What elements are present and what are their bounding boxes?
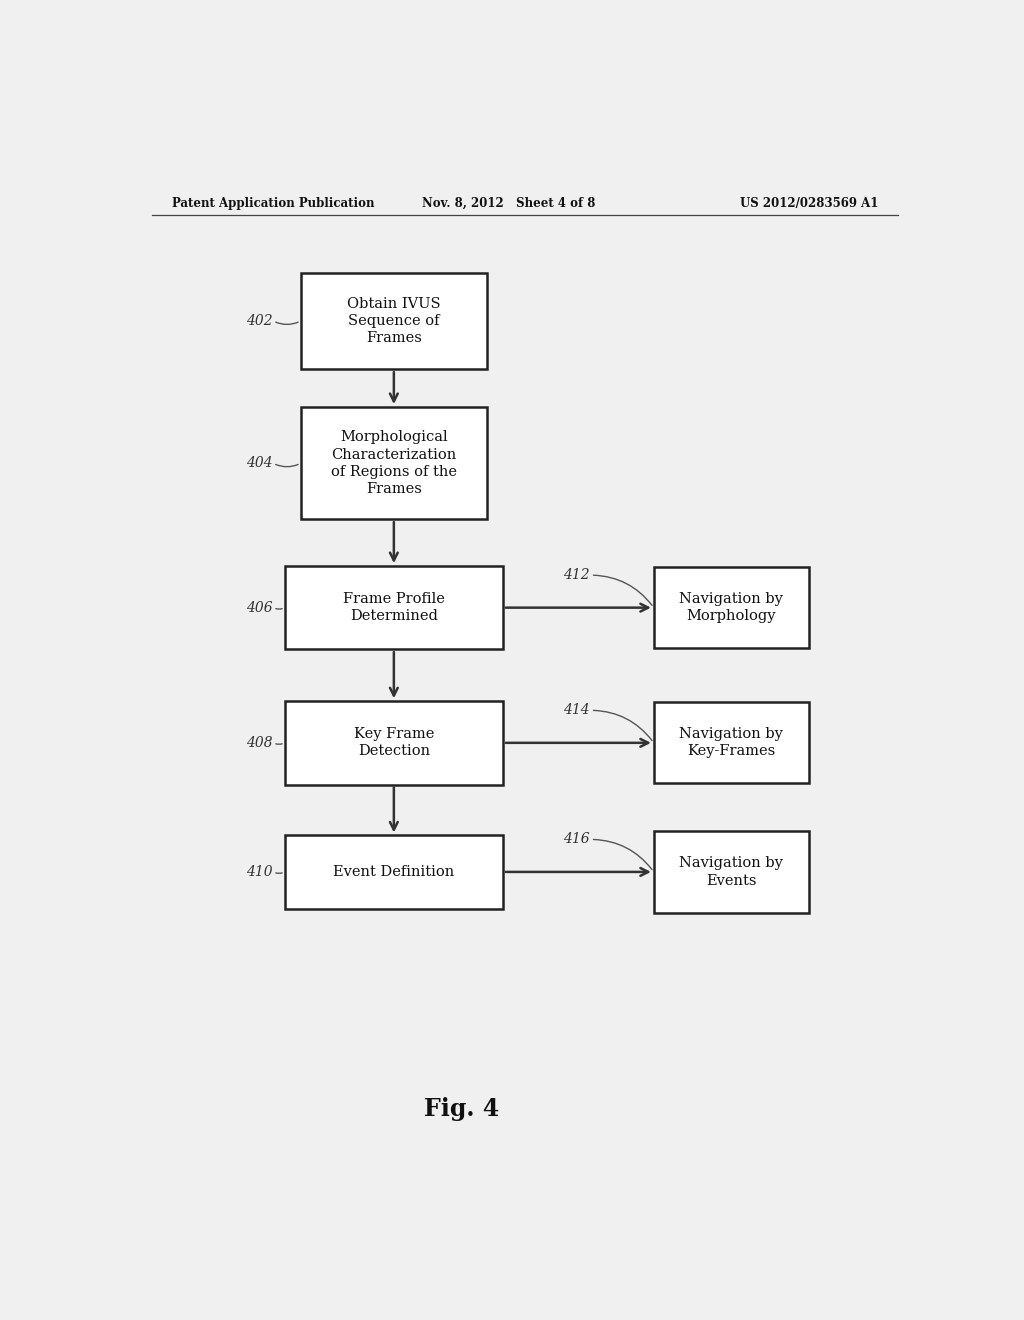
Bar bbox=[301, 408, 487, 519]
Text: Key Frame
Detection: Key Frame Detection bbox=[353, 727, 434, 759]
Bar bbox=[301, 273, 487, 370]
Text: 414: 414 bbox=[563, 704, 590, 717]
Text: Patent Application Publication: Patent Application Publication bbox=[172, 197, 374, 210]
Text: 404: 404 bbox=[246, 457, 272, 470]
Text: 402: 402 bbox=[246, 314, 272, 329]
Text: Navigation by
Events: Navigation by Events bbox=[679, 857, 783, 887]
Bar bbox=[653, 832, 809, 912]
Text: 406: 406 bbox=[246, 601, 272, 615]
Text: Navigation by
Morphology: Navigation by Morphology bbox=[679, 591, 783, 623]
Text: Event Definition: Event Definition bbox=[333, 865, 455, 879]
Text: Morphological
Characterization
of Regions of the
Frames: Morphological Characterization of Region… bbox=[331, 430, 457, 496]
Text: 408: 408 bbox=[246, 735, 272, 750]
Text: 416: 416 bbox=[563, 833, 590, 846]
Text: Navigation by
Key-Frames: Navigation by Key-Frames bbox=[679, 727, 783, 759]
Text: Frame Profile
Determined: Frame Profile Determined bbox=[343, 591, 444, 623]
Bar bbox=[653, 568, 809, 648]
Text: Fig. 4: Fig. 4 bbox=[424, 1097, 499, 1121]
Text: 412: 412 bbox=[563, 568, 590, 582]
Text: US 2012/0283569 A1: US 2012/0283569 A1 bbox=[739, 197, 878, 210]
Bar bbox=[285, 836, 503, 908]
Text: Nov. 8, 2012   Sheet 4 of 8: Nov. 8, 2012 Sheet 4 of 8 bbox=[422, 197, 596, 210]
Text: 410: 410 bbox=[246, 865, 272, 879]
Bar bbox=[285, 566, 503, 649]
Text: Obtain IVUS
Sequence of
Frames: Obtain IVUS Sequence of Frames bbox=[347, 297, 440, 346]
Bar bbox=[285, 701, 503, 784]
Bar bbox=[653, 702, 809, 784]
